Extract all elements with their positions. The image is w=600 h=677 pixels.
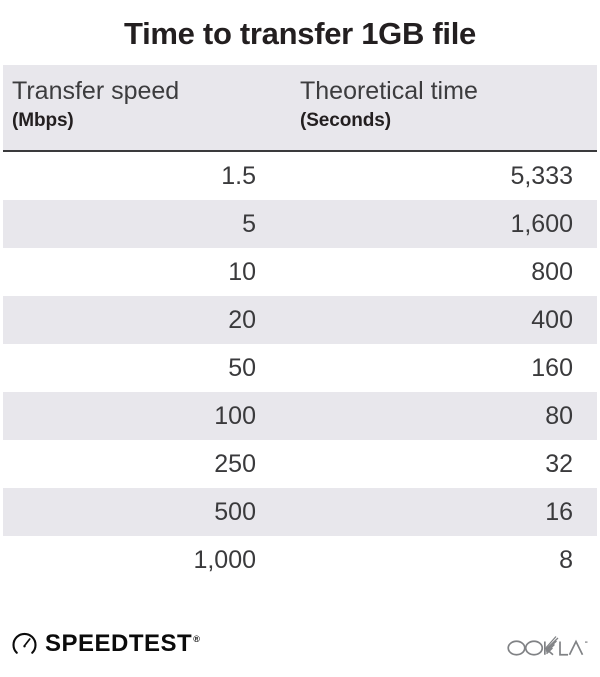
table-row: 20 400: [3, 296, 597, 344]
speedtest-wordmark: SPEEDTEST®: [45, 631, 200, 656]
cell-transfer-speed: 10: [228, 258, 256, 286]
table-body: 1.5 5,333 5 1,600 10 800 20 400 50 160 1…: [3, 152, 597, 584]
speedtest-wordmark-text: SPEEDTEST: [45, 629, 193, 657]
cell-theoretical-time: 400: [531, 306, 573, 334]
ookla-logo: OOKLA ™: [506, 630, 592, 656]
table-row: 1,000 8: [3, 536, 597, 584]
column-header-theoretical-time: Theoretical time (Seconds): [300, 76, 478, 134]
table-row: 500 16: [3, 488, 597, 536]
column-header-theoretical-time-unit: (Seconds): [300, 110, 391, 131]
cell-transfer-speed: 50: [228, 354, 256, 382]
cell-transfer-speed: 20: [228, 306, 256, 334]
table-row: 5 1,600: [3, 200, 597, 248]
table-row: 1.5 5,333: [3, 152, 597, 200]
column-header-theoretical-time-label: Theoretical time: [300, 77, 478, 105]
cell-theoretical-time: 8: [559, 546, 573, 574]
cell-transfer-speed: 250: [214, 450, 256, 478]
cell-theoretical-time: 32: [545, 450, 573, 478]
table-row: 100 80: [3, 392, 597, 440]
cell-transfer-speed: 1,000: [193, 546, 256, 574]
footer: SPEEDTEST®: [0, 620, 600, 677]
cell-theoretical-time: 160: [531, 354, 573, 382]
table-header-band: Transfer speed (Mbps) Theoretical time (…: [3, 65, 597, 152]
table-row: 250 32: [3, 440, 597, 488]
cell-theoretical-time: 16: [545, 498, 573, 526]
column-header-transfer-speed: Transfer speed (Mbps): [12, 76, 179, 134]
cell-theoretical-time: 5,333: [510, 162, 573, 190]
speedtest-logo: SPEEDTEST®: [12, 628, 200, 658]
speedometer-gauge-icon: [12, 631, 37, 656]
column-header-transfer-speed-unit: (Mbps): [12, 110, 74, 131]
speedtest-trademark: ®: [193, 633, 201, 644]
table-row: 10 800: [3, 248, 597, 296]
cell-theoretical-time: 800: [531, 258, 573, 286]
table-row: 50 160: [3, 344, 597, 392]
transfer-time-table: Transfer speed (Mbps) Theoretical time (…: [3, 65, 597, 584]
column-header-transfer-speed-label: Transfer speed: [12, 77, 180, 105]
cell-transfer-speed: 100: [214, 402, 256, 430]
cell-transfer-speed: 1.5: [221, 162, 256, 190]
cell-theoretical-time: 1,600: [510, 210, 573, 238]
page-title: Time to transfer 1GB file: [124, 16, 476, 51]
cell-transfer-speed: 500: [214, 498, 256, 526]
cell-theoretical-time: 80: [545, 402, 573, 430]
cell-transfer-speed: 5: [242, 210, 256, 238]
